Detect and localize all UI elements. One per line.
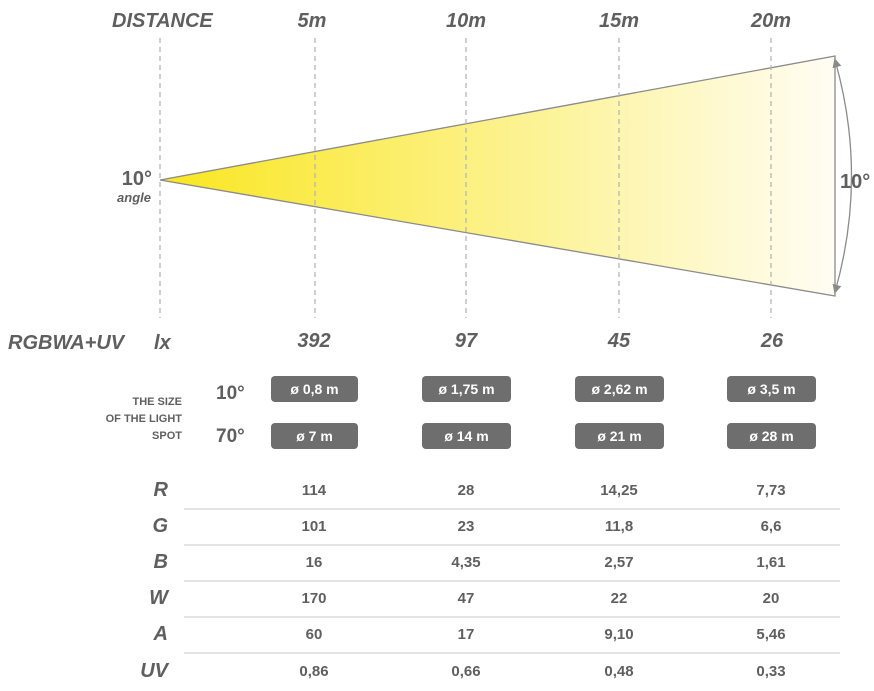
spot-badge-10-15m: ø 2,62 m <box>575 376 664 402</box>
spot-badge-10-10m: ø 1,75 m <box>422 376 511 402</box>
spot-badge-text: ø 7 m <box>296 428 333 444</box>
spot-angle-10: 10° <box>216 383 245 404</box>
table-row: UV 0,86 0,66 0,48 0,33 <box>140 660 785 682</box>
table-cell: 101 <box>301 518 326 535</box>
table-cell: 22 <box>611 590 628 607</box>
spot-badge-70-5m: ø 7 m <box>271 423 358 449</box>
table-cell: 28 <box>458 482 475 499</box>
spot-badge-10-5m: ø 0,8 m <box>271 376 358 402</box>
table-cell: 47 <box>458 590 475 607</box>
channel-label: G <box>152 515 168 537</box>
spot-angle-70: 70° <box>216 426 245 447</box>
table-cell: 6,6 <box>761 518 782 535</box>
table-cell: 23 <box>458 518 475 535</box>
channel-label: UV <box>140 660 169 682</box>
table-cell: 16 <box>306 554 323 571</box>
spot-caption-line-1: THE SIZE <box>132 396 182 408</box>
channel-label: B <box>154 551 168 573</box>
spot-badge-text: ø 0,8 m <box>290 381 338 397</box>
spot-badge-70-20m: ø 28 m <box>727 423 816 449</box>
lux-value-10m: 97 <box>455 330 478 352</box>
table-row: A 60 17 9,10 5,46 <box>153 623 840 654</box>
table-cell: 0,48 <box>604 663 633 680</box>
beam-angle-arc <box>832 58 853 294</box>
table-cell: 5,46 <box>756 626 785 643</box>
beam-angle-value: 10° <box>122 168 152 190</box>
channel-label: R <box>154 479 169 501</box>
model-label: RGBWA+UV <box>8 332 126 354</box>
channel-table: R 114 28 14,25 7,73 G 101 23 11,8 6,6 B … <box>140 479 840 682</box>
spot-caption-line-3: SPOT <box>152 430 182 442</box>
table-cell: 20 <box>763 590 780 607</box>
table-cell: 114 <box>302 482 327 499</box>
table-cell: 9,10 <box>604 626 633 643</box>
table-row: G 101 23 11,8 6,6 <box>152 515 840 546</box>
table-cell: 1,61 <box>756 554 785 571</box>
table-cell: 14,25 <box>600 482 638 499</box>
table-cell: 0,33 <box>756 663 785 680</box>
spot-badge-text: ø 28 m <box>749 428 793 444</box>
distance-label-15m: 15m <box>599 10 639 32</box>
table-row: W 170 47 22 20 <box>149 587 840 618</box>
table-cell: 0,66 <box>451 663 480 680</box>
channel-label: W <box>149 587 170 609</box>
spot-badge-text: ø 1,75 m <box>438 381 494 397</box>
table-cell: 11,8 <box>605 518 633 535</box>
lux-value-5m: 392 <box>297 330 330 352</box>
channel-label: A <box>153 623 168 645</box>
spot-badge-text: ø 21 m <box>597 428 641 444</box>
distance-label-5m: 5m <box>298 10 327 32</box>
lux-unit-label: lx <box>154 332 172 354</box>
table-cell: 7,73 <box>756 482 785 499</box>
arc-angle-label: 10° <box>840 171 870 193</box>
table-cell: 170 <box>301 590 326 607</box>
table-cell: 17 <box>458 626 475 643</box>
distance-guides <box>159 38 772 318</box>
spot-badge-text: ø 2,62 m <box>591 381 647 397</box>
distance-header: DISTANCE <box>112 10 213 32</box>
spot-badge-text: ø 3,5 m <box>747 381 795 397</box>
table-cell: 60 <box>306 626 323 643</box>
table-cell: 0,86 <box>299 663 328 680</box>
spot-badge-70-10m: ø 14 m <box>422 423 511 449</box>
spot-caption-line-2: OF THE LIGHT <box>106 413 183 425</box>
table-cell: 4,35 <box>451 554 480 571</box>
table-row: B 16 4,35 2,57 1,61 <box>154 551 840 582</box>
spot-badge-10-20m: ø 3,5 m <box>727 376 816 402</box>
spot-badge-70-15m: ø 21 m <box>575 423 664 449</box>
table-row: R 114 28 14,25 7,73 <box>154 479 840 510</box>
lux-value-20m: 26 <box>760 330 784 352</box>
distance-label-10m: 10m <box>446 10 486 32</box>
distance-label-20m: 20m <box>750 10 791 32</box>
lux-value-15m: 45 <box>607 330 631 352</box>
spot-badge-text: ø 14 m <box>444 428 488 444</box>
beam-angle-caption: angle <box>117 190 151 205</box>
table-cell: 2,57 <box>604 554 633 571</box>
light-beam-cone <box>159 55 836 297</box>
